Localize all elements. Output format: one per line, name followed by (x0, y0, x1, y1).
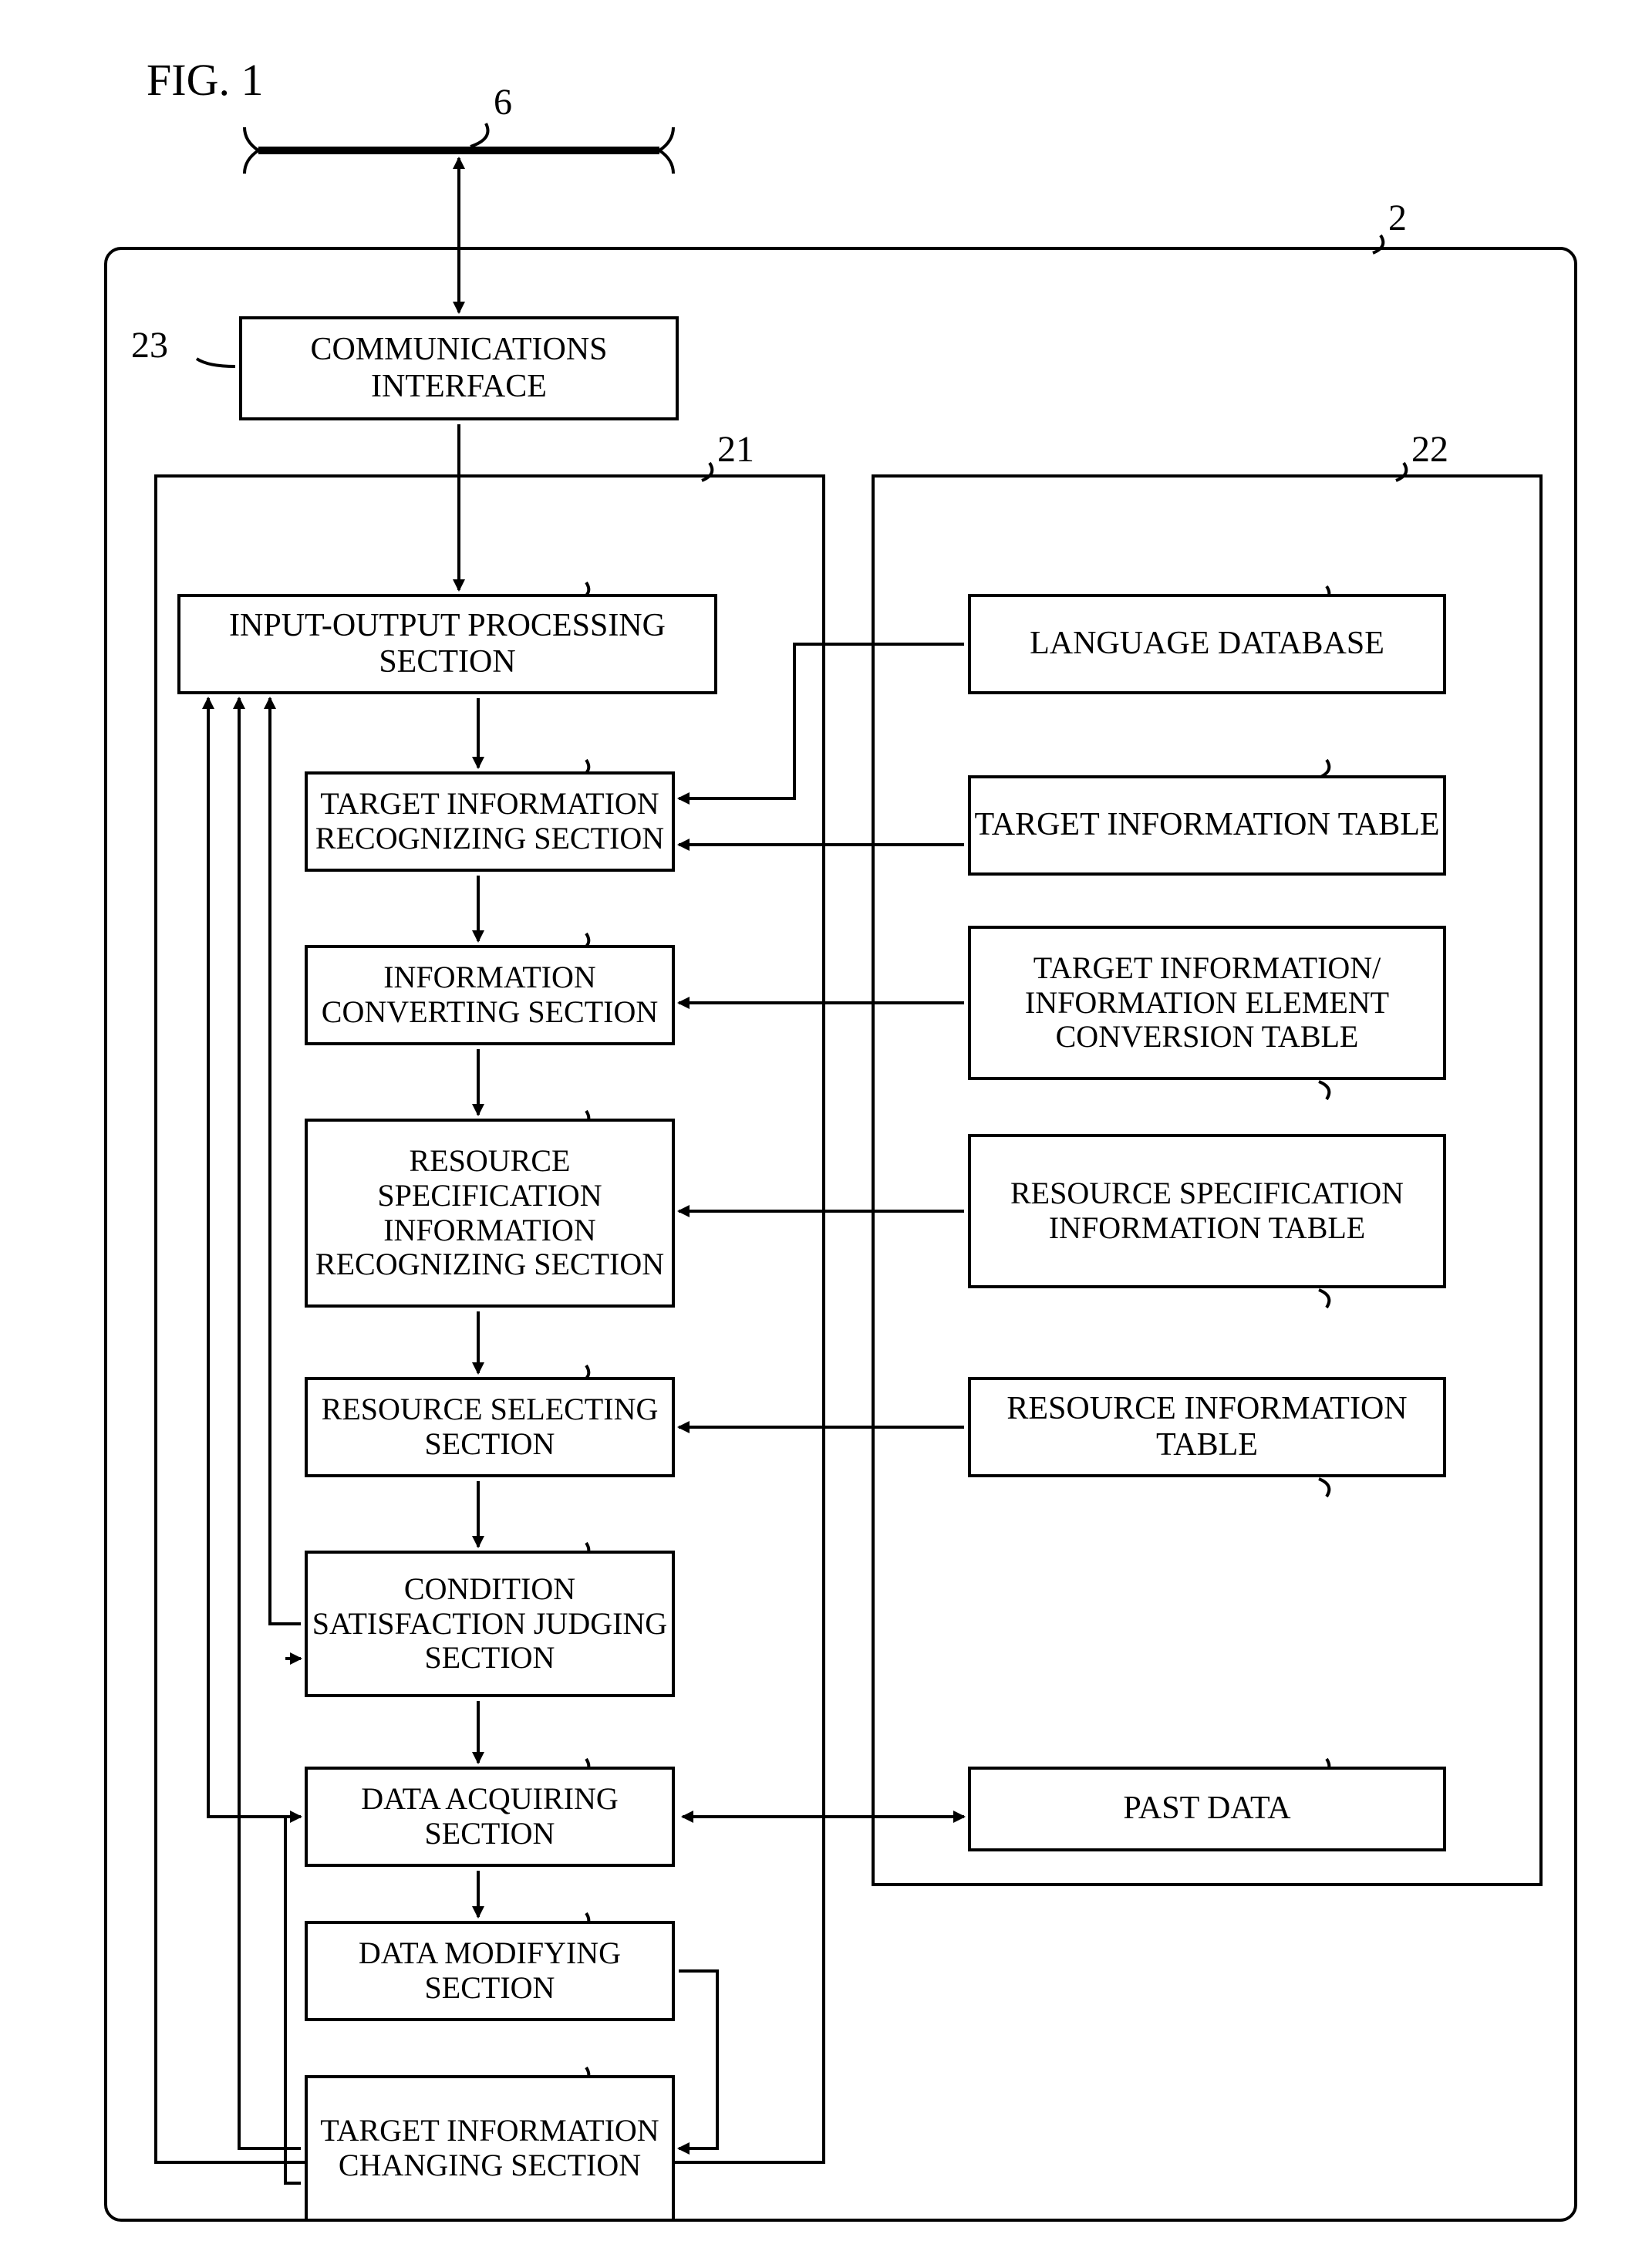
cpu-108-label: DATA MODIFYING SECTION (308, 1936, 672, 2006)
cpu-104-label: RESOURCE SPECIFICATION INFORMATION RECOG… (308, 1144, 672, 1282)
cpu-107-label: DATA ACQUIRING SECTION (308, 1782, 672, 1851)
cpu-105-label: RESOURCE SELECTING SECTION (308, 1392, 672, 1462)
cpu-109-box: TARGET INFORMATION CHANGING SECTION (305, 2075, 675, 2222)
mem-125-label: RESOURCE INFORMATION TABLE (971, 1391, 1443, 1463)
mem-121-box: LANGUAGE DATABASE (968, 594, 1446, 694)
cpu-106-box: CONDITION SATISFACTION JUDGING SECTION (305, 1551, 675, 1697)
cpu-108-box: DATA MODIFYING SECTION (305, 1921, 675, 2021)
cpu-102-box: TARGET INFORMATION RECOGNIZING SECTION (305, 771, 675, 872)
mem-124-box: RESOURCE SPECIFICATION INFORMATION TABLE (968, 1134, 1446, 1288)
mem-122-box: TARGET INFORMATION TABLE (968, 775, 1446, 876)
cpu-107-box: DATA ACQUIRING SECTION (305, 1767, 675, 1867)
cpu-102-label: TARGET INFORMATION RECOGNIZING SECTION (308, 787, 672, 856)
cpu-101-label: INPUT-OUTPUT PROCESSING SECTION (180, 608, 714, 680)
communications-interface-label: COMMUNICATIONS INTERFACE (242, 332, 676, 404)
cpu-103-box: INFORMATION CONVERTING SECTION (305, 945, 675, 1045)
mem-124-label: RESOURCE SPECIFICATION INFORMATION TABLE (971, 1176, 1443, 1246)
mem-123-box: TARGET INFORMATION/ INFORMATION ELEMENT … (968, 926, 1446, 1080)
mem-126-box: PAST DATA (968, 1767, 1446, 1851)
mem-125-box: RESOURCE INFORMATION TABLE (968, 1377, 1446, 1477)
figure-stage: FIG. 1 COMMUNICATIONS INTERFACE CPU INPU… (0, 0, 1632, 2268)
cpu-109-label: TARGET INFORMATION CHANGING SECTION (308, 2114, 672, 2183)
cpu-104-box: RESOURCE SPECIFICATION INFORMATION RECOG… (305, 1119, 675, 1308)
cpu-103-label: INFORMATION CONVERTING SECTION (308, 960, 672, 1030)
mem-121-label: LANGUAGE DATABASE (1030, 626, 1384, 662)
cpu-106-label: CONDITION SATISFACTION JUDGING SECTION (308, 1572, 672, 1676)
mem-123-label: TARGET INFORMATION/ INFORMATION ELEMENT … (971, 951, 1443, 1055)
cpu-101-box: INPUT-OUTPUT PROCESSING SECTION (177, 594, 717, 694)
cpu-105-box: RESOURCE SELECTING SECTION (305, 1377, 675, 1477)
mem-126-label: PAST DATA (1123, 1790, 1290, 1827)
mem-122-label: TARGET INFORMATION TABLE (974, 807, 1439, 843)
communications-interface-box: COMMUNICATIONS INTERFACE (239, 316, 679, 420)
